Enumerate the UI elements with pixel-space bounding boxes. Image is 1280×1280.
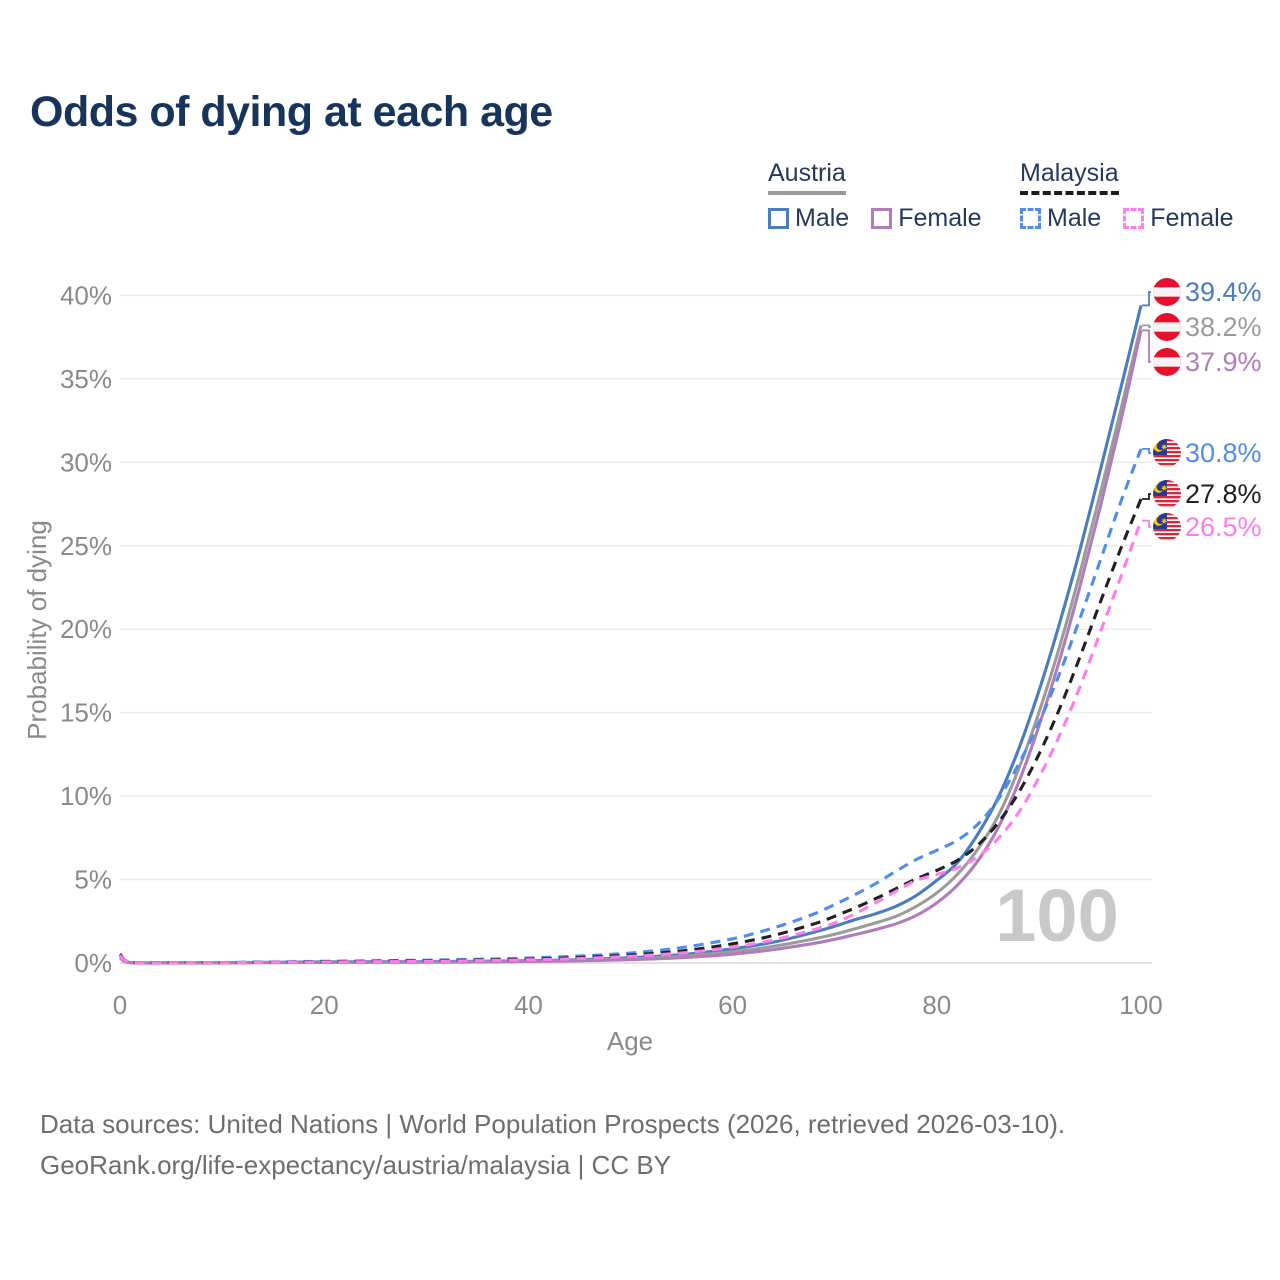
flag-austria-icon [1153, 313, 1181, 341]
series-line-malaysia-male[interactable] [118, 448, 1143, 965]
legend-country-malaysia: Malaysia [1020, 159, 1119, 195]
flag-austria-icon [1153, 278, 1181, 306]
flag-malaysia-icon [1153, 513, 1181, 541]
series-line-malaysia-both[interactable] [118, 498, 1143, 965]
y-tick-label: 0% [74, 948, 112, 978]
legend-country-austria: Austria [768, 159, 846, 195]
end-label-leader-austria-female [1142, 329, 1151, 363]
austria-male-swatch-icon [768, 207, 789, 229]
end-label-leader-austria-male [1142, 291, 1151, 307]
y-tick-label: 40% [60, 280, 112, 310]
flag-austria-icon [1153, 348, 1181, 376]
x-tick-label: 80 [922, 990, 951, 1020]
flag-malaysia-icon [1153, 439, 1181, 467]
austria-female-swatch-icon [871, 207, 893, 229]
age-watermark: 100 [995, 874, 1118, 957]
malaysia-male-swatch-icon [1020, 207, 1041, 229]
y-tick-label: 25% [60, 531, 112, 561]
series-line-austria-both[interactable] [119, 325, 1143, 965]
x-tick-label: 100 [1119, 990, 1162, 1020]
x-tick-label: 20 [310, 990, 339, 1020]
end-label-leader-malaysia-male [1142, 447, 1151, 454]
series-line-austria-female[interactable] [119, 330, 1143, 965]
end-label-leader-malaysia-both [1142, 493, 1151, 500]
series-line-malaysia-female[interactable] [118, 520, 1143, 965]
malaysia-female-swatch-icon [1123, 207, 1145, 229]
x-tick-label: 0 [113, 990, 127, 1020]
legend-label-malaysia-female: Female [1150, 203, 1234, 232]
end-label-austria-male: 39.4% [1185, 277, 1262, 307]
chart-legend: Austria Male Female Malaysia Male [0, 159, 1280, 250]
footer-attribution: GeoRank.org/life-expectancy/austria/mala… [40, 1150, 672, 1180]
end-label-leader-malaysia-female [1142, 519, 1151, 528]
legend-group-malaysia: Malaysia Male Female [1020, 159, 1256, 233]
y-tick-label: 5% [74, 865, 112, 895]
x-tick-label: 60 [718, 990, 747, 1020]
legend-label-malaysia-male: Male [1047, 203, 1102, 232]
end-label-leader-austria-both [1142, 324, 1151, 328]
y-tick-label: 35% [60, 364, 112, 394]
flag-malaysia-icon [1153, 480, 1181, 508]
y-tick-label: 20% [60, 614, 112, 644]
end-label-malaysia-male: 30.8% [1185, 438, 1262, 468]
page-title: Odds of dying at each age [30, 88, 553, 136]
legend-item-austria-male[interactable]: Male [768, 204, 849, 233]
y-tick-label: 15% [60, 698, 112, 728]
y-tick-label: 30% [60, 447, 112, 477]
legend-item-austria-female[interactable]: Female [871, 203, 982, 233]
end-label-austria-female: 37.9% [1185, 347, 1262, 377]
y-tick-label: 10% [60, 781, 112, 811]
end-label-malaysia-female: 26.5% [1185, 512, 1262, 542]
legend-item-malaysia-female[interactable]: Female [1123, 203, 1234, 233]
legend-items-austria: Male Female [768, 204, 1004, 233]
x-axis-title: Age [607, 1026, 653, 1056]
end-label-malaysia-both: 27.8% [1185, 479, 1262, 509]
legend-item-malaysia-male[interactable]: Male [1020, 204, 1101, 233]
y-axis-title: Probability of dying [22, 520, 52, 740]
legend-items-malaysia: Male Female [1020, 204, 1256, 233]
footer: Data sources: United Nations | World Pop… [40, 1104, 1065, 1186]
x-tick-label: 40 [514, 990, 543, 1020]
series-line-austria-male[interactable] [119, 305, 1143, 965]
legend-group-austria: Austria Male Female [768, 159, 1004, 233]
footer-data-sources: Data sources: United Nations | World Pop… [40, 1109, 1066, 1139]
legend-label-austria-female: Female [898, 203, 982, 232]
end-label-austria-both: 38.2% [1185, 312, 1262, 342]
legend-label-austria-male: Male [795, 203, 850, 232]
